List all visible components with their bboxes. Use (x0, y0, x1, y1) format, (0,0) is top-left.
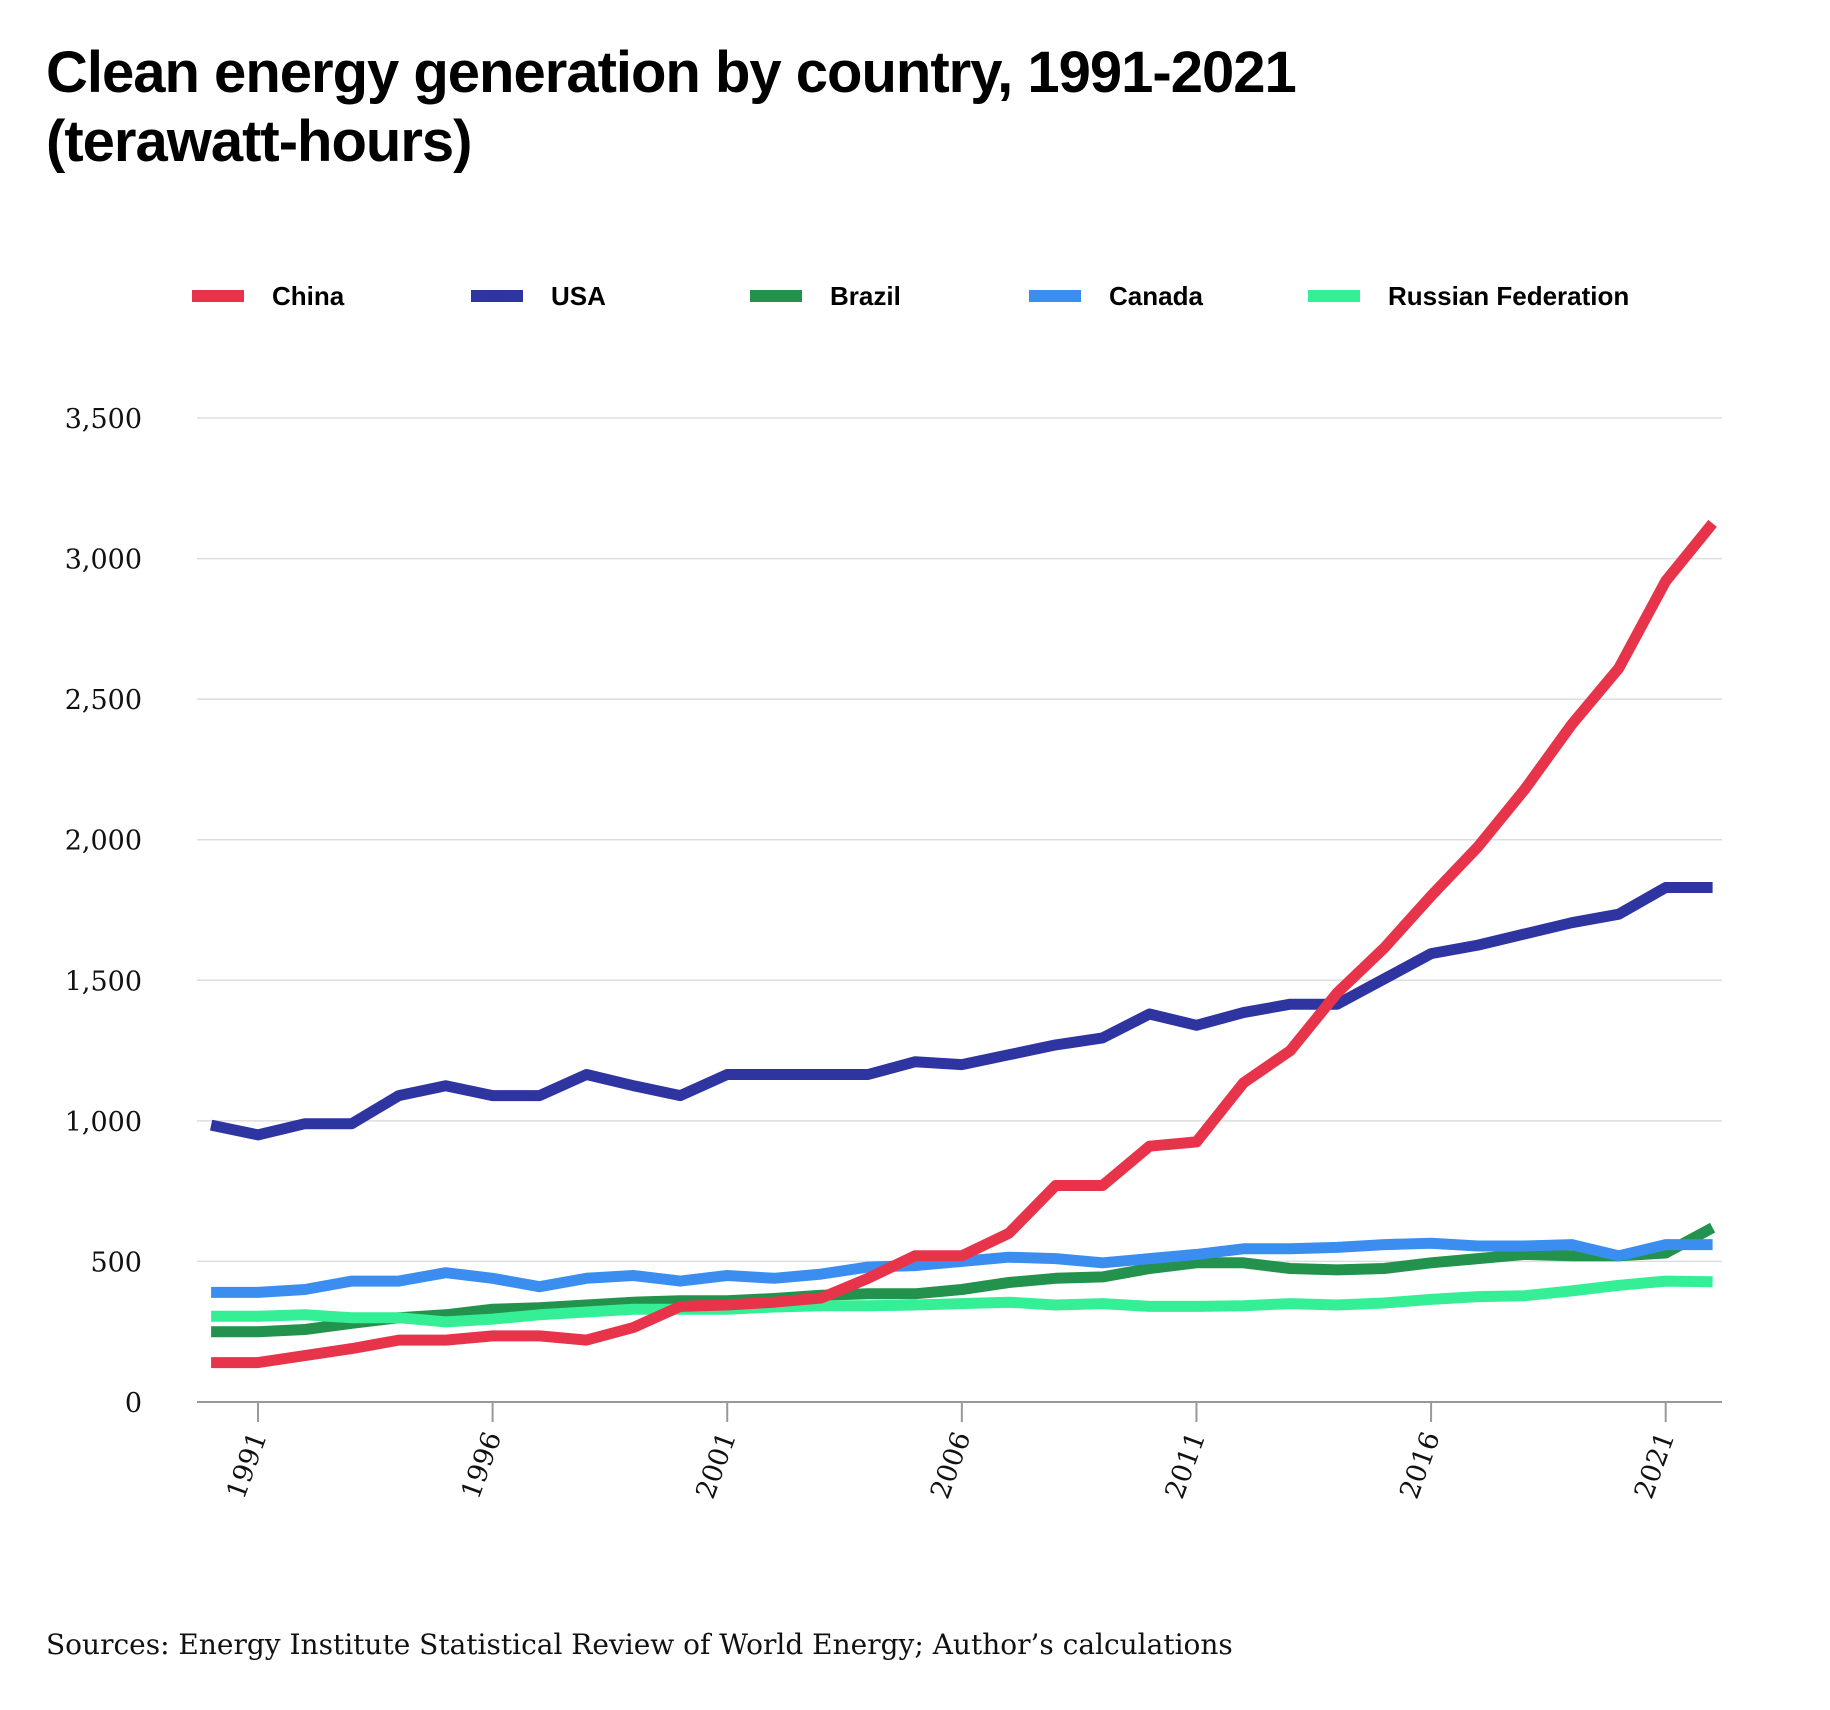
x-tick-label: 2021 (1629, 1428, 1682, 1503)
x-tick-label: 2006 (925, 1428, 978, 1503)
x-tick-label: 1991 (221, 1428, 274, 1503)
legend-item-usa: USA (471, 276, 606, 316)
x-tick-label: 2016 (1394, 1428, 1447, 1503)
y-tick-label: 3,500 (65, 404, 142, 435)
source-note: Sources: Energy Institute Statistical Re… (46, 1628, 1233, 1661)
chart-title-line-2: (terawatt-hours) (46, 109, 472, 174)
y-tick-label: 2,000 (65, 826, 142, 857)
legend-label-canada: Canada (1109, 280, 1203, 311)
legend-label-usa: USA (551, 280, 606, 311)
legend-label-china: China (272, 280, 345, 311)
chart-title-line-1: Clean energy generation by country, 1991… (46, 40, 1297, 105)
series-line-brazil (211, 1222, 1716, 1338)
y-tick-label: 3,000 (65, 545, 142, 576)
legend: China USA Brazil Canada Russian Federati… (192, 276, 1692, 316)
legend-item-brazil: Brazil (750, 276, 901, 316)
legend-label-russian-federation: Russian Federation (1388, 280, 1630, 311)
legend-swatch-canada (1029, 290, 1081, 302)
y-tick-label: 1,000 (65, 1107, 142, 1138)
legend-label-brazil: Brazil (830, 280, 901, 311)
legend-item-china: China (192, 276, 344, 316)
x-tick-label: 2001 (690, 1428, 743, 1503)
legend-swatch-usa (471, 290, 523, 302)
legend-item-russian-federation: Russian Federation (1308, 276, 1629, 316)
legend-swatch-russian-federation (1308, 290, 1360, 302)
legend-swatch-brazil (750, 290, 802, 302)
series-line-russian-federation (211, 1275, 1713, 1328)
series-line-usa (209, 882, 1713, 1141)
series-line-canada (211, 1237, 1713, 1298)
legend-item-canada: Canada (1029, 276, 1203, 316)
y-tick-label: 1,500 (65, 966, 142, 997)
x-tick-label: 1996 (456, 1428, 509, 1503)
chart-title: Clean energy generation by country, 1991… (46, 38, 1746, 176)
legend-swatch-china (192, 290, 244, 302)
series-line-china (211, 519, 1717, 1369)
line-chart: 0 500 1,000 1,500 2,000 2,500 3,000 3,500 1991 19… (65, 404, 1722, 1503)
y-tick-label: 0 (125, 1388, 142, 1419)
x-tick-label: 2011 (1159, 1428, 1212, 1503)
y-tick-label: 2,500 (65, 685, 142, 716)
y-tick-label: 500 (90, 1247, 142, 1278)
